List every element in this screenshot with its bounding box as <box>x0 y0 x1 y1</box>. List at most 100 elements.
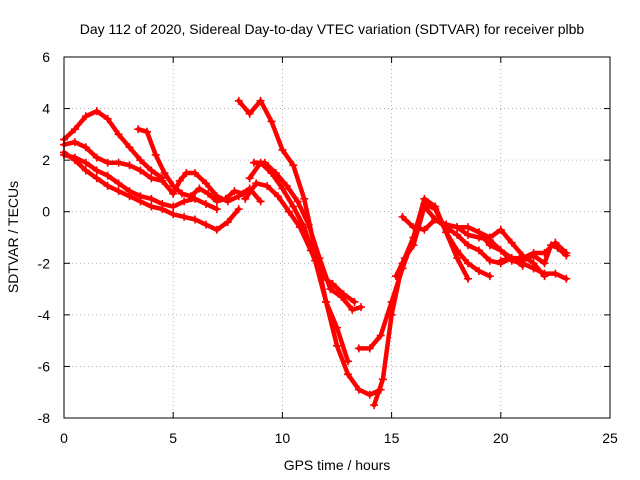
data-point <box>289 161 298 170</box>
x-tick-label: 15 <box>384 430 400 446</box>
data-point <box>134 125 143 134</box>
y-tick-label: -6 <box>38 358 51 374</box>
data-point <box>136 156 145 165</box>
data-point <box>267 117 276 126</box>
data-point <box>464 274 473 283</box>
data-point <box>212 205 221 214</box>
data-point <box>507 238 516 247</box>
data-point <box>169 202 178 211</box>
data-point <box>464 241 473 250</box>
plot-frame <box>63 56 611 419</box>
data-point <box>485 241 494 250</box>
data-point <box>496 256 505 265</box>
data-point <box>282 181 291 190</box>
data-point <box>103 181 112 190</box>
data-point <box>201 220 210 229</box>
data-point <box>252 179 261 188</box>
series-line <box>400 214 547 279</box>
data-point <box>365 344 374 353</box>
data-point <box>263 181 272 190</box>
data-point <box>431 215 440 224</box>
data-point <box>245 174 254 183</box>
data-point <box>256 197 265 206</box>
data-point <box>191 215 200 224</box>
data-point <box>464 223 473 232</box>
data-point <box>182 169 191 178</box>
data-point <box>464 230 473 239</box>
data-point <box>160 169 169 178</box>
data-point <box>136 192 145 201</box>
data-point <box>103 114 112 123</box>
data-point <box>114 130 123 139</box>
y-tick-label: 4 <box>42 101 50 117</box>
data-point <box>70 125 79 134</box>
data-point <box>245 109 254 118</box>
data-point <box>212 225 221 234</box>
data-point <box>70 153 79 162</box>
data-point <box>295 223 304 232</box>
data-point <box>322 297 331 306</box>
x-tick-label: 10 <box>275 430 291 446</box>
data-point <box>274 192 283 201</box>
data-point <box>92 153 101 162</box>
data-point <box>147 174 156 183</box>
data-point <box>387 310 396 319</box>
data-point <box>529 248 538 257</box>
x-axis-label: GPS time / hours <box>284 457 391 473</box>
data-point <box>158 176 167 185</box>
x-tick-label: 20 <box>493 430 509 446</box>
data-point <box>125 187 134 196</box>
data-point <box>540 259 549 268</box>
data-point <box>365 390 374 399</box>
data-point <box>453 230 462 239</box>
data-point <box>114 179 123 188</box>
data-point <box>357 303 366 312</box>
data-point <box>409 223 418 232</box>
data-point <box>234 205 243 214</box>
data-point <box>81 158 90 167</box>
data-point <box>474 228 483 237</box>
data-point <box>540 248 549 257</box>
data-point <box>284 207 293 216</box>
y-tick-label: -2 <box>38 255 51 271</box>
data-point <box>333 323 341 332</box>
data-point <box>223 218 232 227</box>
data-point <box>81 143 90 152</box>
data-point <box>278 184 287 193</box>
data-point <box>191 169 200 178</box>
data-point <box>81 112 90 121</box>
series-12 <box>370 194 494 410</box>
data-point <box>326 285 335 294</box>
axes: 0 5 10 15 20 25 -8 -6 -4 -2 0 2 4 6 <box>38 49 618 446</box>
data-point <box>400 254 409 263</box>
series-2 <box>60 138 178 198</box>
data-point <box>391 272 400 281</box>
data-point <box>378 375 387 384</box>
data-point <box>180 212 189 221</box>
data-point <box>201 199 210 208</box>
data-point <box>158 199 167 208</box>
data-point <box>180 197 189 206</box>
data-point <box>151 150 160 159</box>
series-line <box>371 196 493 408</box>
data-point <box>212 192 221 201</box>
data-point <box>496 246 505 255</box>
data-point <box>317 272 326 281</box>
data-point <box>186 192 195 201</box>
y-tick-label: 0 <box>42 204 50 220</box>
data-point <box>398 212 407 221</box>
data-point <box>453 254 462 263</box>
data-point <box>191 194 200 203</box>
grid <box>64 57 610 418</box>
data-point <box>370 401 379 410</box>
data-point <box>453 223 462 232</box>
data-point <box>420 202 429 211</box>
data-point <box>234 192 243 201</box>
data-point <box>169 189 178 198</box>
series-17 <box>496 238 571 265</box>
data-point <box>142 127 151 136</box>
y-tick-label: -8 <box>38 410 51 426</box>
data-point <box>234 96 243 105</box>
series-line <box>61 108 165 181</box>
data-point <box>328 279 337 288</box>
